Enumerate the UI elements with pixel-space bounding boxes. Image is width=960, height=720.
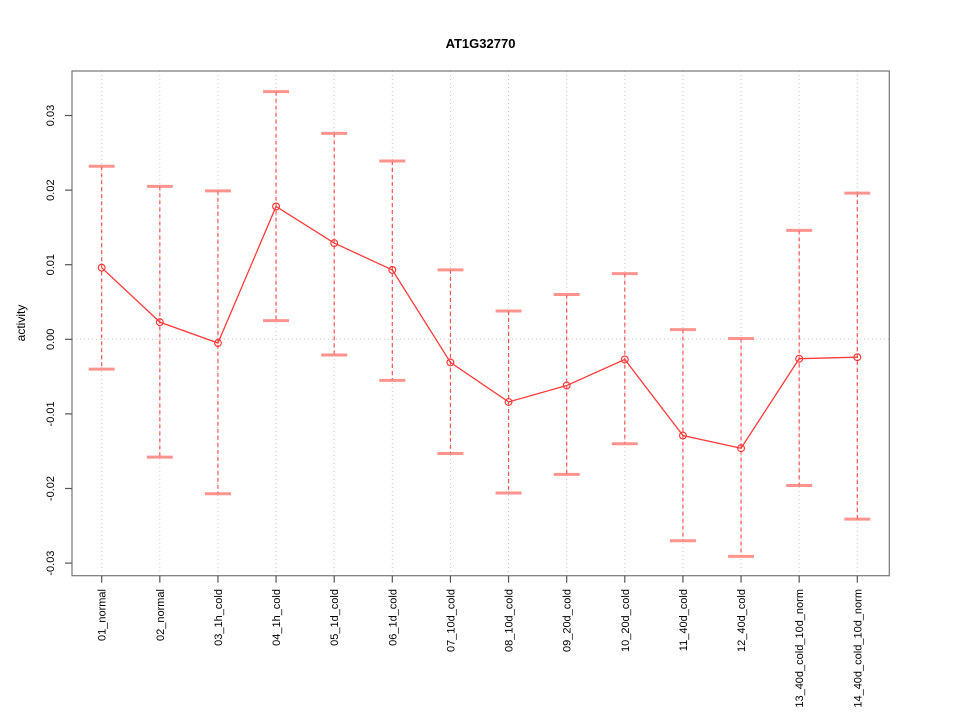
data-point-marker [155,318,164,327]
data-points [97,202,862,453]
data-point-marker [795,354,804,363]
data-point-marker [97,263,106,272]
y-tick-label: 0.00 [45,329,57,350]
data-point-marker [446,358,455,367]
x-tick-label: 08_10d_cold [504,589,516,652]
x-tick-label: 06_1d_cold [387,589,399,646]
x-tick-label: 04_1h_cold [271,589,283,646]
x-tick-label: 02_normal [155,589,167,641]
data-point-marker [388,265,397,274]
data-point-marker [504,397,513,406]
x-tick-label: 07_10d_cold [445,589,457,652]
tick-labels: -0.03 -0.02 -0.01 0.00 0.01 0.02 0.03 01_normal… [45,105,864,708]
x-tick-label: 13_40d_cold_10d_norm [794,589,806,708]
series-line [101,205,858,449]
data-point-marker [678,431,687,440]
y-tick-label: -0.01 [45,401,57,426]
y-tick-label: -0.02 [45,476,57,501]
data-point-marker [737,444,746,453]
y-tick-label: 0.03 [45,105,57,126]
data-point-marker [330,239,339,248]
x-tick-label: 03_1h_cold [213,589,225,646]
series-polyline [101,205,858,449]
y-tick-label: -0.03 [45,551,57,576]
y-tick-label: 0.02 [45,179,57,200]
data-point-marker [562,381,571,390]
x-tick-label: 12_40d_cold [736,589,748,652]
chart-title: AT1G32770 [446,36,516,51]
x-tick-label: 10_20d_cold [620,589,632,652]
x-tick-label: 11_40d_cold [678,589,690,651]
data-point-marker [853,353,862,362]
x-tick-label: 01_normal [97,589,109,641]
grid-lines [72,71,890,576]
data-point-marker [213,339,222,348]
y-tick-label: 0.01 [45,254,57,275]
y-axis-title: activity [14,305,28,342]
error-bars [88,90,871,558]
axes [65,70,890,583]
data-point-marker [620,355,629,364]
x-tick-label: 14_40d_cold_10d_norm [852,589,864,708]
x-tick-label: 09_20d_cold [562,589,574,652]
plot-border [71,70,890,577]
data-point-marker [272,202,281,211]
x-tick-label: 05_1d_cold [329,589,341,646]
